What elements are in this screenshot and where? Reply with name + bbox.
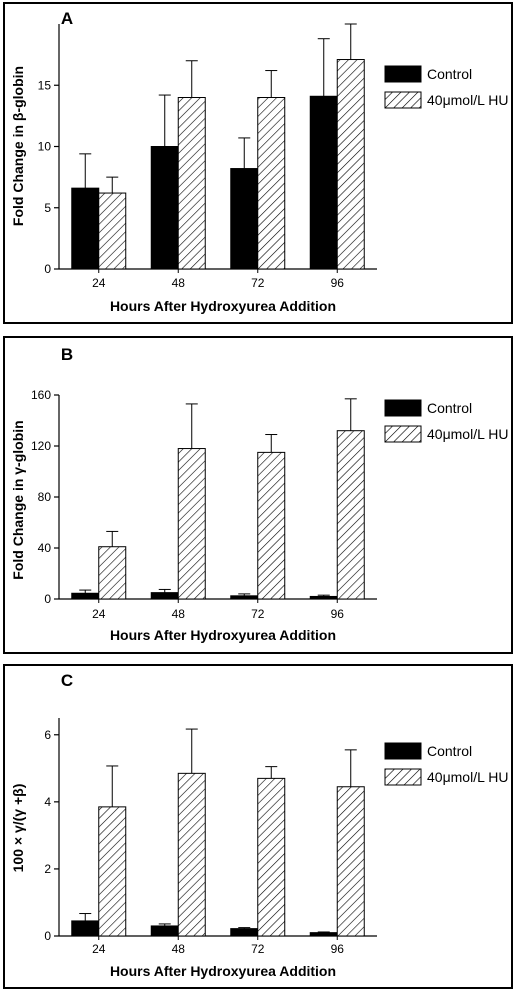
- chart-panel-c: C 100 × γ/(γ +β) 0 2 4 6 24 48 72 96 Hours After H…: [3, 664, 513, 989]
- y-tick-label: 0: [44, 592, 51, 606]
- x-axis-title: Hours After Hydroxyurea Addition: [110, 627, 336, 643]
- x-tick-label: 72: [251, 607, 265, 621]
- legend-label: Control: [427, 400, 472, 416]
- x-tick-label: 72: [251, 942, 265, 956]
- legend-label: 40μmol/L HU: [427, 769, 508, 785]
- x-tick-label: 24: [92, 607, 106, 621]
- bar-control: [71, 920, 100, 937]
- bar-control: [230, 168, 259, 270]
- y-tick-label: 160: [31, 388, 51, 402]
- bar-hu: [257, 451, 286, 600]
- y-tick-label: 80: [38, 490, 52, 504]
- y-tick-label: 120: [31, 439, 51, 453]
- y-tick-label: 4: [44, 795, 51, 809]
- bar-hu: [98, 192, 127, 270]
- legend-label: 40μmol/L HU: [427, 92, 508, 108]
- chart-panel-a: A Fold Change in β-globin 0 5 10 15 24 48 72 96 Ho…: [3, 2, 513, 324]
- legend-swatch: [384, 742, 422, 760]
- bar-control: [150, 146, 179, 270]
- legend-label: Control: [427, 743, 472, 759]
- x-tick-label: 96: [331, 276, 345, 290]
- bar-hu: [177, 772, 206, 937]
- y-tick-label: 2: [44, 862, 51, 876]
- x-axis-title: Hours After Hydroxyurea Addition: [110, 963, 336, 979]
- bar-hu: [336, 786, 365, 937]
- bar-control: [150, 592, 179, 600]
- y-tick-label: 10: [38, 140, 52, 154]
- legend-swatch: [384, 65, 422, 83]
- bar-hu: [98, 806, 127, 937]
- bar-control: [71, 187, 100, 270]
- y-tick-label: 5: [44, 201, 51, 215]
- panel-label-b: B: [61, 345, 73, 364]
- x-axis-title: Hours After Hydroxyurea Addition: [110, 298, 336, 314]
- x-tick-label: 24: [92, 942, 106, 956]
- x-tick-label: 48: [172, 607, 186, 621]
- legend-swatch: [384, 399, 422, 417]
- chart-b-svg: B Fold Change in γ-globin 0 40 80 120 160 24 48 7…: [10, 345, 508, 643]
- bar-control: [309, 595, 338, 600]
- y-tick-label: 6: [44, 728, 51, 742]
- legend-label: Control: [427, 66, 472, 82]
- bar-hu: [177, 97, 206, 270]
- bar-hu: [336, 59, 365, 270]
- x-tick-label: 72: [251, 276, 265, 290]
- panel-label-c: C: [61, 671, 73, 690]
- legend-swatch: [384, 425, 422, 443]
- y-axis-title: 100 × γ/(γ +β): [10, 784, 26, 873]
- bar-control: [309, 932, 338, 937]
- y-tick-label: 15: [38, 78, 52, 92]
- bar-control: [150, 925, 179, 937]
- bar-hu: [257, 777, 286, 937]
- chart-panel-b: B Fold Change in γ-globin 0 40 80 120 160 24 48 7…: [3, 336, 513, 654]
- bar-control: [230, 595, 259, 600]
- y-tick-label: 40: [38, 541, 52, 555]
- x-tick-label: 96: [331, 607, 345, 621]
- bar-hu: [177, 448, 206, 600]
- y-axis-title: Fold Change in β-globin: [10, 66, 26, 226]
- bar-hu: [336, 430, 365, 600]
- panel-label-a: A: [61, 9, 73, 28]
- bar-hu: [98, 546, 127, 600]
- x-tick-label: 24: [92, 276, 106, 290]
- x-tick-label: 48: [172, 942, 186, 956]
- bar-control: [309, 95, 338, 270]
- y-axis-title: Fold Change in γ-globin: [10, 420, 26, 579]
- chart-a-svg: A Fold Change in β-globin 0 5 10 15 24 48 72 96 Ho…: [10, 9, 508, 314]
- y-tick-label: 0: [44, 262, 51, 276]
- bar-control: [71, 592, 100, 600]
- x-tick-label: 48: [172, 276, 186, 290]
- y-tick-label: 0: [44, 929, 51, 943]
- legend-label: 40μmol/L HU: [427, 426, 508, 442]
- x-tick-label: 96: [331, 942, 345, 956]
- legend-swatch: [384, 768, 422, 786]
- bar-control: [230, 928, 259, 937]
- legend-swatch: [384, 91, 422, 109]
- bar-hu: [257, 97, 286, 270]
